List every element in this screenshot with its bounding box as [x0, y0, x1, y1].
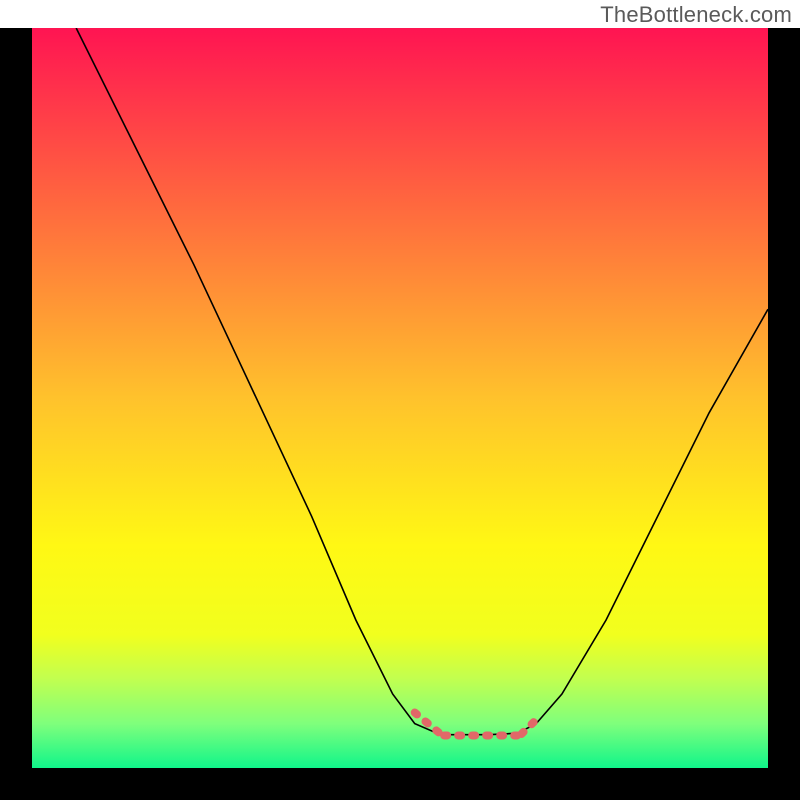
chart-background: [32, 28, 768, 768]
bottleneck-curve-chart: [32, 28, 768, 768]
chart-frame: [0, 28, 800, 800]
watermark-text: TheBottleneck.com: [600, 2, 792, 28]
chart-svg: [32, 28, 768, 768]
